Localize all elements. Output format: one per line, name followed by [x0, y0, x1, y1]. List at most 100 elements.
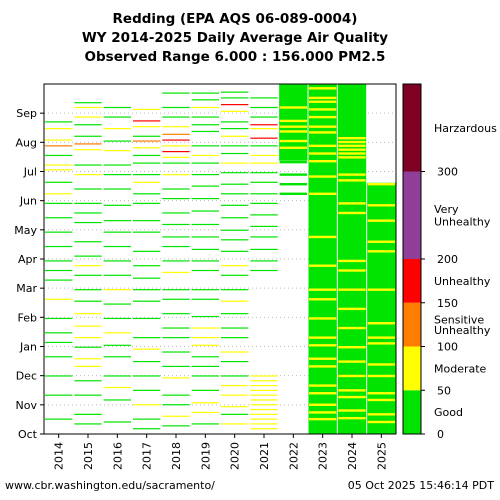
day-mark [162, 116, 190, 118]
day-mark [74, 149, 102, 151]
day-mark [279, 160, 307, 164]
footer-url[interactable]: www.cbr.washington.edu/sacramento/ [5, 479, 215, 492]
day-mark [45, 375, 73, 377]
day-mark [221, 135, 249, 137]
day-mark [191, 411, 219, 414]
year-column-2022 [279, 84, 308, 195]
colorbar-tick-label: 100 [437, 341, 458, 354]
day-mark [338, 187, 366, 191]
day-mark [191, 99, 219, 101]
day-mark [74, 289, 102, 291]
day-mark [338, 140, 366, 144]
data-fill-2024 [337, 84, 367, 434]
day-mark [221, 313, 249, 315]
day-mark [162, 145, 190, 147]
day-mark [133, 135, 161, 137]
day-mark [221, 394, 249, 396]
year-column-2024 [337, 84, 367, 434]
day-mark [309, 298, 337, 301]
year-column-2015 [74, 102, 102, 425]
day-mark [103, 386, 131, 389]
day-mark [162, 139, 190, 141]
day-mark [162, 327, 190, 329]
day-mark [74, 202, 102, 204]
day-mark [74, 106, 102, 109]
day-mark [133, 108, 161, 111]
day-mark [74, 102, 102, 104]
day-mark [45, 127, 73, 130]
day-mark [309, 156, 337, 159]
day-mark [133, 120, 161, 122]
day-mark [279, 125, 307, 128]
day-mark [367, 322, 395, 325]
day-mark [103, 106, 131, 109]
day-mark [221, 327, 249, 329]
day-mark [103, 127, 131, 130]
day-mark [367, 278, 395, 282]
day-mark [338, 173, 366, 176]
x-tick-label: 2016 [111, 442, 124, 470]
day-mark [250, 389, 278, 391]
day-mark [162, 313, 190, 315]
day-mark [367, 374, 395, 378]
day-mark [279, 173, 307, 176]
day-mark [221, 193, 249, 195]
day-mark [309, 96, 337, 100]
x-tick-label: 2025 [375, 442, 388, 470]
day-mark [191, 197, 219, 200]
day-mark [191, 248, 219, 251]
colorbar-band [403, 84, 421, 172]
day-mark [133, 418, 161, 420]
colorbar-tick-label: 0 [437, 428, 444, 441]
day-mark [162, 425, 190, 427]
day-mark [74, 164, 102, 166]
day-mark [74, 116, 102, 118]
day-mark [367, 398, 395, 402]
day-mark [162, 188, 190, 190]
colorbar-band [403, 259, 421, 303]
day-mark [309, 307, 337, 311]
day-mark [74, 358, 102, 360]
day-mark [221, 413, 249, 415]
day-mark [162, 223, 190, 226]
day-mark [221, 152, 249, 155]
day-mark [309, 317, 337, 320]
day-mark [103, 317, 131, 320]
x-tick-label: 2023 [317, 442, 330, 470]
day-mark [103, 204, 131, 206]
day-mark [191, 154, 219, 157]
day-mark [367, 426, 395, 429]
day-mark [367, 336, 395, 339]
day-mark [74, 221, 102, 224]
day-mark [338, 389, 366, 392]
day-mark [221, 217, 249, 219]
day-mark [309, 384, 337, 387]
day-mark [103, 188, 131, 190]
day-mark [103, 356, 131, 358]
day-mark [250, 116, 278, 118]
day-mark [45, 139, 73, 141]
day-mark [45, 164, 73, 166]
day-mark [133, 375, 161, 377]
y-tick-label: Jan [19, 341, 37, 354]
day-mark [221, 274, 249, 276]
day-mark [250, 428, 278, 430]
day-mark [45, 245, 73, 248]
day-mark [367, 405, 395, 408]
data-fill-2022 [279, 84, 308, 161]
day-mark [162, 126, 190, 128]
day-mark [221, 361, 249, 363]
day-mark [74, 143, 102, 145]
day-mark [45, 394, 73, 396]
day-mark [74, 124, 102, 126]
day-mark [338, 144, 366, 148]
data-fill-2023 [308, 84, 337, 434]
day-mark [250, 404, 278, 406]
year-column-2021 [250, 97, 278, 430]
year-column-2020 [221, 91, 249, 425]
day-mark [74, 394, 102, 396]
day-mark [221, 162, 249, 164]
day-mark [367, 363, 395, 366]
day-mark [338, 382, 366, 385]
day-mark [45, 169, 73, 171]
